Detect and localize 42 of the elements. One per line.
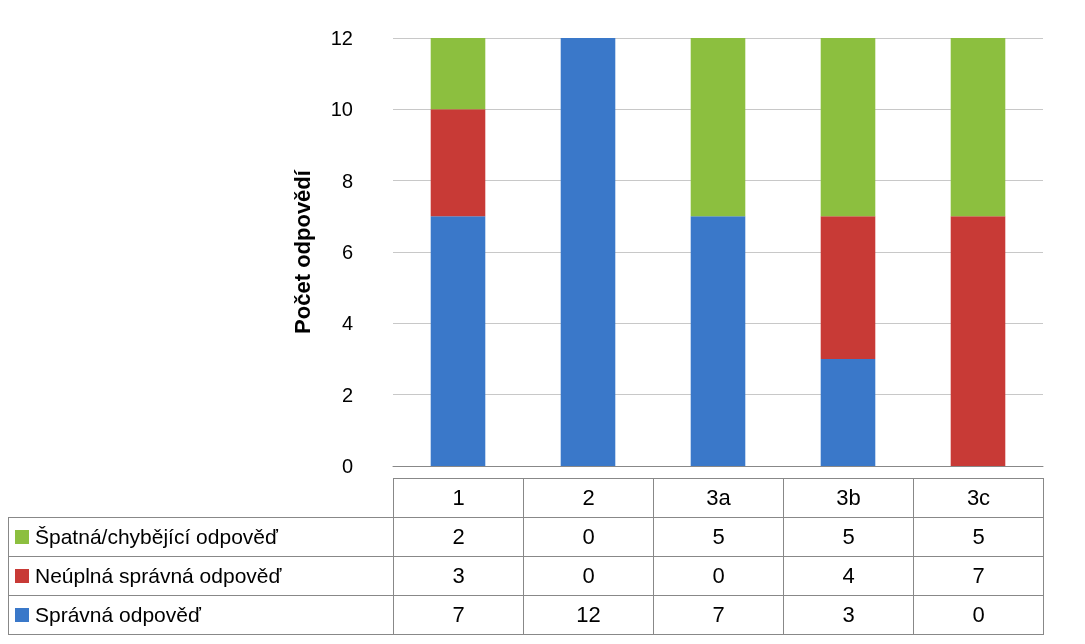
- bar: [820, 359, 876, 466]
- data-label: 0: [913, 595, 1044, 635]
- y-tick-label: 12: [330, 27, 353, 49]
- y-tick-label: 10: [330, 98, 353, 121]
- bar: [690, 216, 746, 466]
- data-label: 5: [913, 517, 1044, 557]
- bar: [950, 38, 1006, 217]
- bar: [430, 38, 486, 110]
- data-label: 7: [653, 595, 784, 635]
- data-label: 3: [783, 595, 914, 635]
- legend-label: Špatná/chybějící odpověď: [8, 517, 394, 557]
- bar: [430, 216, 486, 466]
- y-tick-label: 2: [341, 383, 353, 406]
- y-tick-label: 6: [341, 241, 353, 263]
- data-label: 5: [653, 517, 784, 557]
- y-axis-title: Počet odpovědí: [289, 169, 315, 334]
- bar: [820, 38, 876, 217]
- data-label: 3: [393, 556, 524, 596]
- data-label: 12: [523, 595, 654, 635]
- data-label: 2: [393, 517, 524, 557]
- bar: [430, 109, 486, 217]
- bar: [690, 38, 746, 217]
- data-label: 0: [653, 556, 784, 596]
- legend-label: Správná odpověď: [8, 595, 394, 635]
- data-label: 7: [393, 595, 524, 635]
- x-tick-label: 3b: [783, 478, 914, 518]
- legend-label: Neúplná správná odpověď: [8, 556, 394, 596]
- x-tick-label: 1: [393, 478, 524, 518]
- bar: [950, 216, 1006, 466]
- x-tick-label: 3a: [653, 478, 784, 518]
- x-tick-label: 3c: [913, 478, 1044, 518]
- bar: [820, 216, 876, 359]
- y-tick-label: 0: [341, 455, 353, 477]
- data-label: 5: [783, 517, 914, 557]
- data-label: 0: [523, 517, 654, 557]
- y-tick-label: 8: [341, 169, 353, 192]
- data-label: 0: [523, 556, 654, 596]
- data-label: 4: [783, 556, 914, 596]
- y-tick-label: 4: [341, 312, 353, 335]
- x-tick-label: 2: [523, 478, 654, 518]
- bar: [560, 38, 616, 466]
- data-label: 7: [913, 556, 1044, 596]
